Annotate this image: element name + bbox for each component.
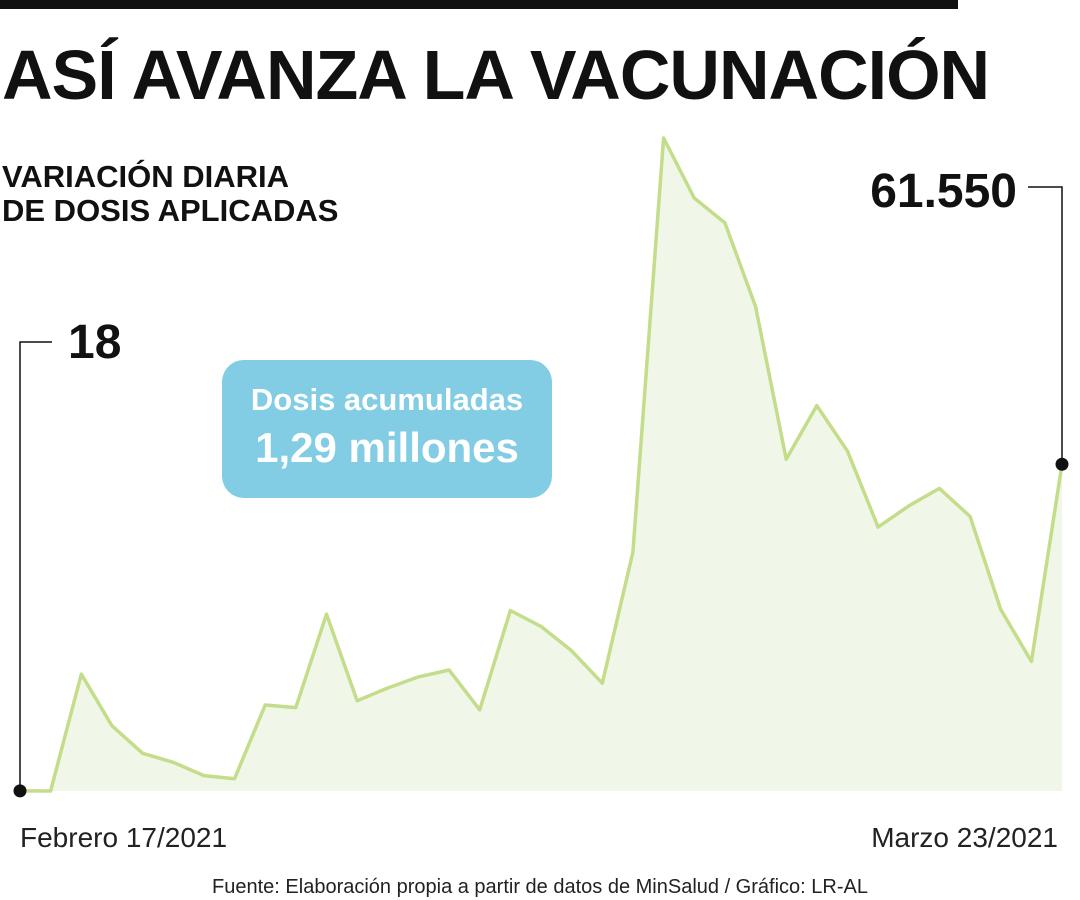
x-start-label: Febrero 17/2021 (20, 822, 227, 853)
last-value-marker (1055, 457, 1069, 471)
first-value-label: 18 (68, 316, 121, 369)
subtitle-line-1: VARIACIÓN DIARIA (2, 159, 290, 194)
last-value-label: 61.550 (870, 165, 1017, 218)
chart-title: ASÍ AVANZA LA VACUNACIÓN (2, 36, 990, 114)
series-line (18, 136, 1064, 793)
badge-value: 1,29 millones (255, 424, 519, 471)
first-value-marker (13, 784, 27, 798)
last-value-leader-line (1028, 186, 1063, 465)
first-value-leader-line (19, 341, 52, 791)
cumulative-doses-badge: Dosis acumuladas 1,29 millones (222, 360, 552, 498)
chart-subtitle: VARIACIÓN DIARIA DE DOSIS APLICADAS (2, 160, 338, 228)
top-rule (0, 0, 958, 9)
subtitle-line-2: DE DOSIS APLICADAS (2, 193, 339, 228)
badge-label: Dosis acumuladas (250, 382, 524, 417)
source-note: Fuente: Elaboración propia a partir de d… (212, 876, 868, 898)
area-fill (20, 138, 1062, 791)
x-end-label: Marzo 23/2021 (871, 822, 1058, 853)
